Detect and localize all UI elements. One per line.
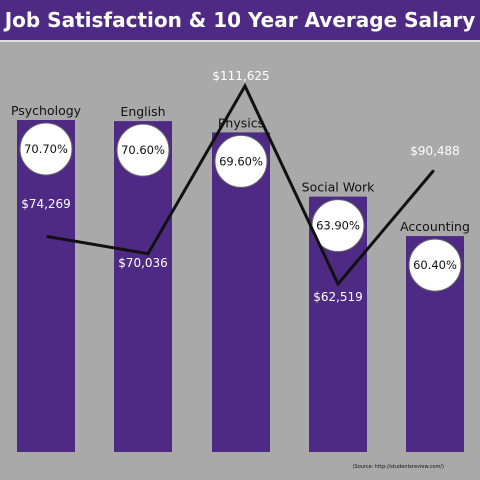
satisfaction-label: 69.60% bbox=[219, 154, 263, 168]
satisfaction-circle bbox=[214, 134, 268, 188]
category-label: Social Work bbox=[302, 180, 375, 195]
salary-label: $70,036 bbox=[118, 256, 168, 270]
salary-point bbox=[336, 282, 340, 286]
category-label: Physics bbox=[218, 115, 264, 130]
satisfaction-label: 60.40% bbox=[413, 258, 457, 272]
source-note: (Source: http://studentsreview.com/) bbox=[352, 464, 444, 470]
salary-label: $111,625 bbox=[212, 69, 269, 83]
satisfaction-label: 70.60% bbox=[121, 143, 165, 157]
satisfaction-circle bbox=[408, 238, 462, 292]
salary-label: $74,269 bbox=[21, 197, 71, 211]
category-label: English bbox=[120, 104, 165, 119]
salary-point bbox=[146, 252, 150, 256]
salary-label: $62,519 bbox=[313, 290, 363, 304]
salary-point bbox=[46, 235, 50, 239]
salary-label: $90,488 bbox=[410, 144, 460, 158]
salary-point bbox=[243, 84, 247, 88]
salary-point bbox=[431, 169, 435, 173]
category-label: Accounting bbox=[400, 219, 470, 234]
satisfaction-circle bbox=[19, 122, 73, 176]
satisfaction-circle bbox=[116, 123, 170, 177]
title-bar: Job Satisfaction & 10 Year Average Salar… bbox=[0, 0, 480, 42]
satisfaction-label: 70.70% bbox=[24, 142, 68, 156]
satisfaction-label: 63.90% bbox=[316, 219, 360, 233]
chart-title: Job Satisfaction & 10 Year Average Salar… bbox=[4, 8, 476, 32]
category-label: Psychology bbox=[11, 103, 82, 118]
